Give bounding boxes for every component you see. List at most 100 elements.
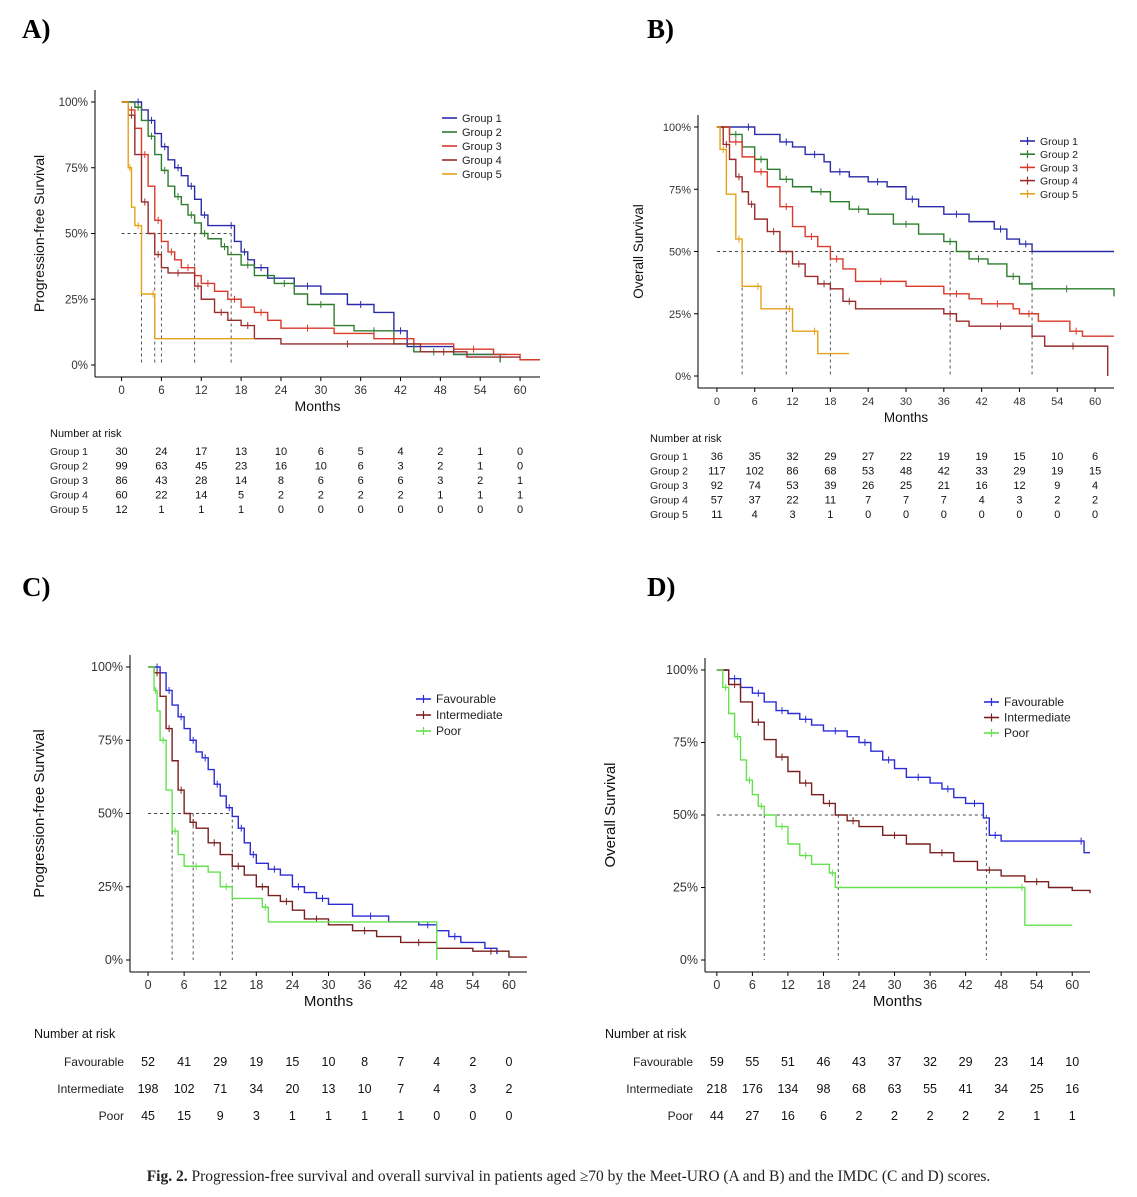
y-tick-label: 0% (680, 953, 698, 967)
risk-table-cell: 6 (318, 446, 324, 458)
risk-table-cell: 22 (900, 451, 912, 463)
risk-table-cell: 22 (786, 495, 798, 507)
risk-table-cell: 29 (824, 451, 836, 463)
risk-table-cell: 3 (397, 461, 403, 473)
risk-table-row-label: Poor (668, 1109, 693, 1123)
risk-table-cell: 2 (358, 490, 364, 502)
risk-table-cell: 12 (115, 504, 127, 516)
series-line-favourable (148, 666, 498, 955)
risk-table-cell: 117 (708, 466, 726, 478)
risk-table-cell: 6 (358, 475, 364, 487)
x-tick-label: 30 (888, 978, 902, 992)
caption-label: Fig. 2. (146, 1168, 188, 1185)
risk-table-cell: 5 (358, 446, 364, 458)
risk-table-cell: 1 (325, 1109, 332, 1123)
risk-table-cell: 99 (115, 461, 127, 473)
figure-caption: Fig. 2. Progression-free survival and ov… (0, 1168, 1137, 1186)
risk-table-cell: 6 (358, 461, 364, 473)
risk-table-cell: 0 (1016, 509, 1022, 521)
risk-table-cell: 30 (115, 446, 127, 458)
risk-table-cell: 2 (891, 1109, 898, 1123)
risk-table-cell: 23 (235, 461, 247, 473)
x-tick-label: 0 (118, 385, 124, 397)
series-line-group-3 (716, 126, 1114, 337)
risk-table-cell: 27 (862, 451, 874, 463)
risk-table-row-label: Group 5 (650, 509, 688, 521)
risk-table-cell: 86 (786, 466, 798, 478)
x-tick-label: 42 (394, 978, 408, 992)
risk-table-cell: 45 (141, 1109, 155, 1123)
risk-table-cell: 12 (1013, 480, 1025, 492)
risk-table-row-label: Group 5 (50, 504, 88, 516)
x-tick-label: 36 (358, 978, 372, 992)
x-tick-label: 48 (994, 978, 1008, 992)
risk-table-cell: 10 (322, 1055, 336, 1069)
risk-table-cell: 29 (1013, 466, 1025, 478)
risk-table-cell: 1 (1033, 1109, 1040, 1123)
panel-letter-d: D) (647, 572, 676, 602)
risk-table-cell: 2 (278, 490, 284, 502)
x-tick-label: 48 (1013, 396, 1025, 408)
legend-label: Group 1 (462, 113, 502, 125)
risk-table-cell: 5 (238, 490, 244, 502)
risk-table-cell: 218 (706, 1082, 727, 1096)
series-line-group-5 (121, 101, 255, 340)
x-axis-label: Months (873, 993, 922, 1010)
risk-table-row-label: Group 3 (650, 480, 688, 492)
risk-table-cell: 3 (253, 1109, 260, 1123)
risk-table-cell: 198 (138, 1082, 159, 1096)
legend-label: Group 3 (1040, 162, 1078, 174)
risk-table-cell: 59 (710, 1055, 724, 1069)
risk-table-cell: 15 (1089, 466, 1101, 478)
x-tick-label: 0 (713, 978, 720, 992)
risk-table-row-label: Favourable (633, 1055, 693, 1069)
risk-table-cell: 2 (927, 1109, 934, 1123)
risk-table-title: Number at risk (650, 433, 722, 445)
x-tick-label: 60 (514, 385, 527, 397)
legend-label: Group 4 (462, 155, 502, 167)
x-tick-label: 42 (959, 978, 973, 992)
risk-table-cell: 1 (198, 504, 204, 516)
risk-table-cell: 1 (238, 504, 244, 516)
y-tick-label: 25% (65, 294, 88, 306)
legend-label: Poor (1004, 726, 1029, 740)
risk-table-cell: 2 (318, 490, 324, 502)
y-tick-label: 50% (673, 808, 698, 822)
risk-table-cell: 4 (397, 446, 403, 458)
y-tick-label: 50% (669, 247, 691, 259)
x-tick-label: 12 (195, 385, 208, 397)
x-axis-label: Months (295, 398, 341, 414)
risk-table-cell: 63 (888, 1082, 902, 1096)
risk-table-cell: 32 (786, 451, 798, 463)
panel-letter-b: B) (647, 14, 674, 44)
risk-table-cell: 10 (275, 446, 287, 458)
risk-table-cell: 42 (938, 466, 950, 478)
risk-table-cell: 0 (397, 504, 403, 516)
risk-table-cell: 15 (177, 1109, 191, 1123)
x-tick-label: 48 (434, 385, 447, 397)
legend-label: Group 5 (462, 169, 502, 181)
risk-table-cell: 48 (900, 466, 912, 478)
risk-table-cell: 23 (994, 1055, 1008, 1069)
risk-table-cell: 0 (1092, 509, 1098, 521)
risk-table-cell: 15 (285, 1055, 299, 1069)
risk-table-cell: 86 (115, 475, 127, 487)
risk-table-cell: 71 (213, 1082, 227, 1096)
risk-table-row-label: Poor (99, 1109, 124, 1123)
risk-table-cell: 2 (998, 1109, 1005, 1123)
x-tick-label: 12 (786, 396, 798, 408)
series-line-intermediate (148, 666, 527, 958)
risk-table-cell: 7 (397, 1082, 404, 1096)
y-tick-label: 75% (673, 736, 698, 750)
risk-table-cell: 4 (433, 1082, 440, 1096)
risk-table-cell: 176 (742, 1082, 763, 1096)
x-tick-label: 30 (322, 978, 336, 992)
risk-table-cell: 37 (888, 1055, 902, 1069)
risk-table-cell: 1 (289, 1109, 296, 1123)
y-tick-label: 0% (675, 371, 691, 383)
x-tick-label: 30 (900, 396, 912, 408)
x-tick-label: 6 (749, 978, 756, 992)
risk-table-cell: 63 (155, 461, 167, 473)
risk-table-cell: 9 (217, 1109, 224, 1123)
x-axis-label: Months (304, 993, 353, 1010)
